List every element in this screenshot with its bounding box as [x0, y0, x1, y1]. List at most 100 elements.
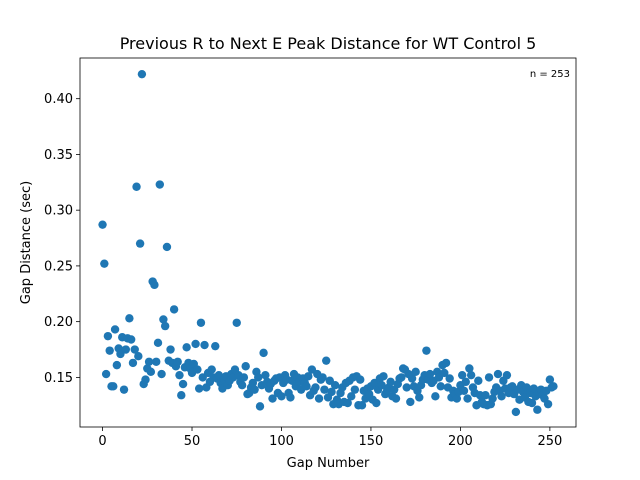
data-point — [397, 373, 406, 382]
data-point — [356, 375, 365, 384]
data-point — [511, 407, 521, 417]
data-point — [137, 69, 147, 79]
data-point — [452, 394, 462, 403]
y-tick-label: 0.20 — [44, 315, 73, 330]
data-point — [150, 280, 159, 290]
data-point — [441, 358, 451, 368]
data-points — [98, 69, 558, 417]
data-point — [157, 369, 166, 379]
data-point — [543, 399, 553, 409]
data-point — [135, 239, 145, 248]
data-point — [527, 398, 537, 408]
data-point — [105, 346, 114, 355]
data-point — [322, 356, 331, 365]
sample-count-annotation: n = 253 — [530, 69, 570, 80]
data-point — [372, 398, 381, 408]
data-point — [481, 391, 490, 400]
data-point — [200, 340, 209, 350]
data-point — [237, 380, 247, 390]
data-point — [175, 370, 184, 380]
y-tick-label: 0.15 — [44, 371, 73, 386]
data-point — [121, 345, 131, 354]
data-point — [459, 386, 469, 395]
x-axis-label: Gap Number — [287, 456, 370, 471]
data-point — [109, 382, 118, 391]
data-point — [502, 370, 512, 380]
data-point — [132, 182, 141, 191]
data-point — [254, 373, 263, 382]
data-point — [311, 383, 320, 392]
data-point — [458, 370, 467, 380]
data-point — [101, 369, 111, 379]
x-tick-label: 250 — [537, 434, 562, 449]
y-tick-label: 0.35 — [44, 148, 73, 163]
data-point — [130, 345, 139, 354]
data-point — [178, 379, 188, 389]
data-point — [463, 394, 472, 403]
data-point — [411, 367, 420, 377]
x-tick-label: 150 — [359, 434, 384, 449]
data-point — [440, 368, 449, 378]
data-point — [126, 335, 136, 344]
plot-frame — [79, 57, 577, 428]
data-point — [407, 374, 417, 383]
data-point — [304, 372, 313, 381]
data-point — [100, 259, 109, 268]
data-point — [159, 315, 168, 324]
y-tick-label: 0.40 — [44, 92, 73, 107]
data-point — [379, 372, 388, 381]
data-point — [466, 370, 476, 380]
data-point — [386, 377, 395, 387]
data-point — [465, 364, 474, 373]
data-point — [318, 373, 327, 382]
x-tick-label: 50 — [184, 434, 201, 449]
data-point — [112, 360, 122, 370]
data-point — [330, 380, 340, 390]
data-point — [250, 385, 259, 394]
data-point — [314, 394, 324, 403]
y-ticks: 0.15 0.20 0.25 0.30 0.35 0.40 — [44, 92, 80, 386]
data-point — [141, 375, 150, 384]
data-point — [436, 382, 445, 391]
data-point — [232, 318, 241, 327]
data-point — [98, 220, 107, 229]
data-point — [445, 374, 454, 383]
data-point — [545, 375, 555, 384]
chart-title: Previous R to Next E Peak Distance for W… — [120, 34, 537, 53]
data-point — [155, 180, 164, 189]
data-point — [169, 305, 179, 314]
data-point — [241, 362, 250, 371]
data-point — [461, 377, 470, 387]
data-point — [110, 325, 120, 334]
data-point — [125, 314, 134, 323]
data-point — [431, 392, 440, 401]
data-point — [144, 357, 154, 366]
data-point — [177, 391, 186, 400]
data-point — [128, 358, 138, 368]
x-ticks: 0 50 100 150 200 250 — [98, 427, 562, 449]
y-tick-label: 0.25 — [44, 259, 73, 274]
data-point — [160, 321, 170, 331]
y-tick-label: 0.30 — [44, 204, 73, 219]
data-point — [302, 382, 311, 391]
data-point — [286, 393, 295, 402]
data-point — [153, 338, 163, 348]
data-point — [474, 376, 483, 385]
data-point — [173, 357, 182, 366]
data-point — [152, 357, 161, 366]
data-point — [391, 394, 401, 403]
data-point — [248, 378, 258, 388]
data-point — [103, 331, 113, 341]
data-point — [166, 345, 175, 354]
data-point — [255, 402, 265, 411]
x-tick-label: 200 — [448, 434, 473, 449]
data-point — [277, 392, 286, 401]
data-point — [549, 382, 558, 391]
data-point — [377, 380, 386, 390]
data-point — [261, 370, 270, 380]
x-tick-label: 100 — [269, 434, 294, 449]
plot-area — [80, 58, 576, 427]
data-point — [211, 341, 220, 351]
data-point — [493, 369, 503, 379]
